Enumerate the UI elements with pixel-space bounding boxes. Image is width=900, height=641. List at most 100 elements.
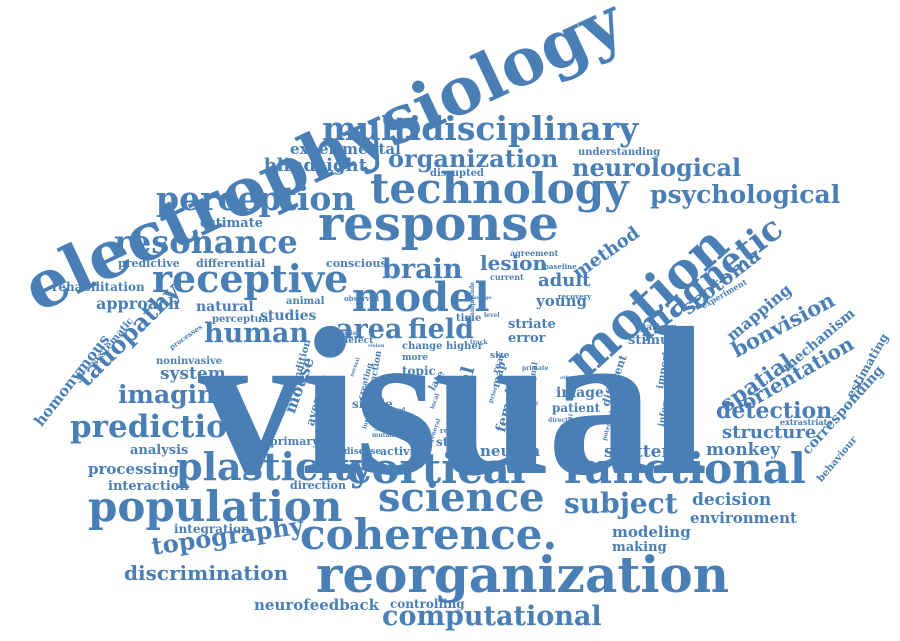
- word-defect: defect: [342, 336, 374, 346]
- word-topic: topic: [402, 364, 436, 378]
- word-extrastriate: extrastriate: [780, 417, 833, 427]
- word-other: other: [560, 375, 576, 381]
- word-visual: visual: [198, 284, 708, 519]
- word-single: single: [352, 397, 393, 411]
- word-perception: perception: [156, 179, 356, 218]
- word-observed: observed: [344, 294, 380, 303]
- word-environment: environment: [690, 509, 797, 527]
- word-neurofeedback: neurofeedback: [254, 596, 380, 614]
- word-more: more: [402, 353, 428, 363]
- word-time: time: [456, 313, 482, 324]
- word-baseline: baseline: [544, 262, 577, 271]
- word-stage: stage: [436, 435, 473, 449]
- word-differential: differential: [196, 257, 266, 270]
- word-studies: studies: [260, 308, 317, 324]
- word-resonance: resonance: [114, 223, 298, 261]
- word-result: result: [440, 426, 464, 435]
- word-disease: disease: [344, 447, 382, 457]
- word-blindsight: blindsight: [264, 155, 367, 176]
- word-area: area: [336, 314, 403, 345]
- word-experimental: experimental: [290, 140, 401, 158]
- word-stimulus: stimulus: [628, 333, 692, 348]
- word-plasticity: plasticity: [176, 444, 373, 489]
- word-disrupted: disrupted: [430, 168, 484, 179]
- word-pattern: pattern: [640, 323, 678, 333]
- word-damage: damage: [470, 295, 492, 301]
- word-coherence: coherence.: [300, 510, 558, 559]
- word-imaging: imaging: [118, 380, 233, 409]
- word-cortical: cortical: [346, 444, 526, 493]
- word-approach: approach: [96, 294, 180, 313]
- word-scatter: scatter: [604, 442, 671, 462]
- word-estimate: estimate: [200, 216, 263, 231]
- word-receptive: receptive: [152, 256, 349, 301]
- word-direction: direction: [290, 479, 346, 492]
- word-field: field: [408, 314, 474, 345]
- word-structure: structure: [722, 422, 817, 443]
- word-model: model: [352, 274, 490, 321]
- word-prediction: prediction: [70, 409, 250, 445]
- word-period: period: [520, 401, 539, 407]
- word-mutant: mutant: [372, 432, 397, 439]
- word-image: image: [556, 385, 604, 401]
- word-decision: decision: [692, 490, 772, 510]
- word-discrimination: discrimination: [124, 561, 289, 585]
- word-higher: higher: [446, 341, 483, 352]
- word-monkey: monkey: [706, 440, 781, 460]
- word-directly: directly: [548, 417, 574, 424]
- word-modeling: modeling: [612, 523, 691, 541]
- word-vision: vision: [368, 343, 385, 349]
- word-organization: organization: [388, 144, 559, 173]
- word-primary: primary: [270, 435, 319, 448]
- word-animal: animal: [286, 296, 325, 307]
- word-technology: technology: [370, 164, 629, 213]
- word-subject: subject: [564, 487, 678, 520]
- word-perceptual: perceptual: [212, 314, 273, 325]
- word-understanding: understanding: [578, 147, 661, 158]
- word-level: level: [484, 312, 500, 319]
- word-persist: persist: [336, 330, 359, 337]
- word-predictive: predictive: [118, 257, 180, 270]
- word-making: making: [612, 540, 667, 555]
- word-noninvasive: noninvasive: [156, 356, 223, 367]
- word-population: population: [88, 482, 343, 531]
- word-integration: integration: [174, 522, 250, 536]
- word-source: source: [374, 424, 408, 434]
- word-agreement: agreement: [510, 248, 559, 258]
- word-conscious: conscious: [326, 257, 387, 270]
- word-change: change: [402, 341, 443, 352]
- word-activity: activity: [380, 445, 426, 458]
- word-functional: functional: [564, 444, 806, 493]
- word-young: young: [536, 292, 588, 310]
- word-lesion: lesion: [480, 251, 548, 275]
- word-human: human: [204, 318, 309, 349]
- word-science: science: [378, 474, 545, 521]
- word-track: track: [470, 339, 488, 346]
- word-controlling: controlling: [390, 597, 465, 611]
- word-reorganization: reorganization: [316, 545, 730, 604]
- word-psychological: psychological: [650, 180, 841, 209]
- word-adult: adult: [538, 270, 591, 291]
- word-detection: detection: [716, 398, 833, 424]
- word-neurological: neurological: [572, 153, 742, 182]
- word-male: male: [376, 413, 406, 426]
- word-patient: patient: [552, 401, 601, 415]
- word-computational: computational: [382, 601, 602, 632]
- word-size: size: [490, 351, 510, 361]
- word-primate: primate: [522, 365, 549, 372]
- word-response: response: [318, 196, 559, 252]
- word-rehabilitation: rehabilitation: [52, 280, 145, 294]
- word-recovery: recovery: [558, 292, 592, 301]
- word-natural: natural: [196, 299, 254, 315]
- word-closed: closed: [384, 407, 406, 414]
- word-multidisciplinary: multidisciplinary: [322, 109, 639, 148]
- word-striate: striate: [508, 317, 556, 332]
- word-system: system: [160, 364, 226, 384]
- word-brain: brain: [382, 254, 463, 285]
- word-neuron: neuron: [480, 442, 541, 460]
- word-interaction: interaction: [108, 479, 189, 494]
- word-processing: processing: [88, 460, 180, 478]
- word-current: current: [490, 272, 524, 282]
- word-error: error: [508, 331, 546, 346]
